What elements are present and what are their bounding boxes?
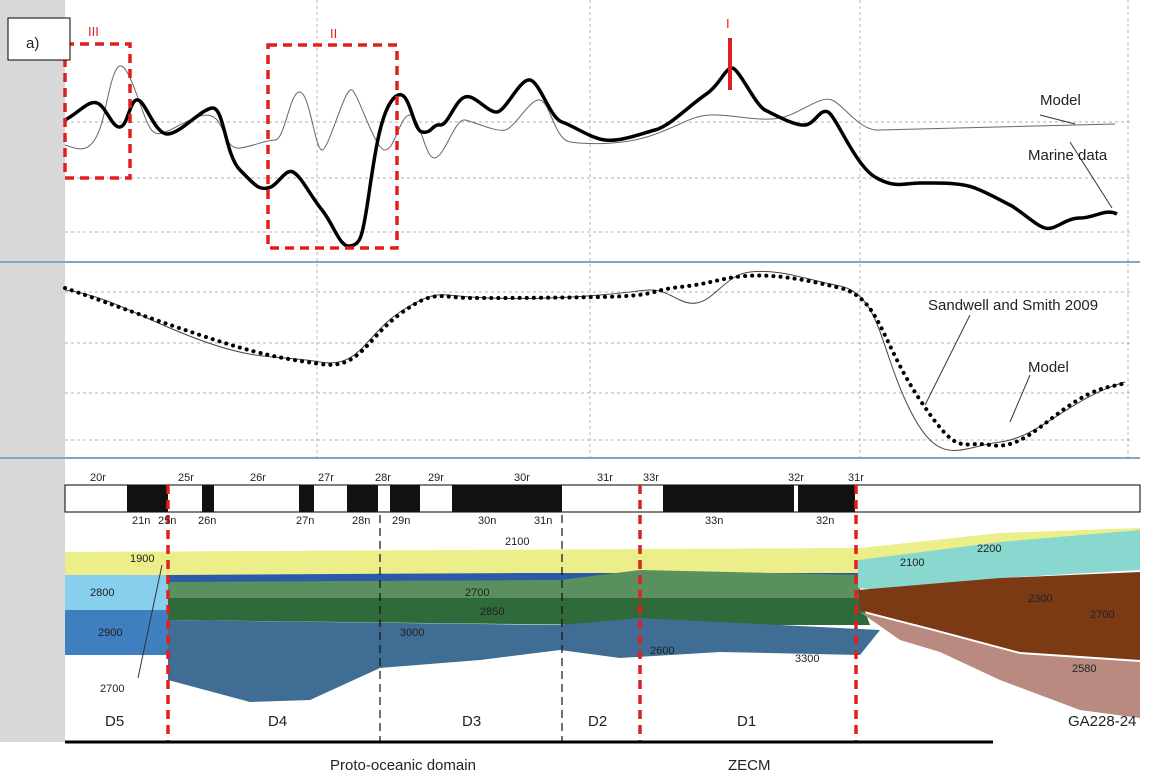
cross-section <box>65 528 1140 718</box>
domain-boundaries <box>166 485 858 742</box>
chron-label: 27r <box>318 472 334 484</box>
domain-label: D2 <box>588 713 607 730</box>
axis-strip <box>0 0 65 742</box>
grid <box>65 0 1130 458</box>
chron-label: 21n <box>132 515 150 527</box>
curve-label: Marine data <box>1028 147 1108 164</box>
gravity-data-curve <box>63 273 1127 448</box>
chron-label: 32n <box>816 515 834 527</box>
chron-label: 31r <box>848 472 864 484</box>
chron-label: 29n <box>392 515 410 527</box>
density-label: 2580 <box>1072 663 1096 675</box>
density-label: 3300 <box>795 653 819 665</box>
chron-label: 30n <box>478 515 496 527</box>
box-label: II <box>330 26 337 41</box>
density-label: 2300 <box>1028 593 1052 605</box>
chron-label: 28n <box>352 515 370 527</box>
chron-label: 33n <box>705 515 723 527</box>
chron-label: 29r <box>428 472 444 484</box>
sub-boundaries <box>379 515 563 742</box>
highlight-boxes <box>63 42 399 250</box>
domain-label: D1 <box>737 713 756 730</box>
leader-lines <box>137 114 1113 679</box>
panel-label: a) <box>26 35 39 52</box>
panel-label-box <box>7 17 71 61</box>
chron-label: 33r <box>643 472 659 484</box>
density-label: 2700 <box>465 587 489 599</box>
bottom-label: Proto-oceanic domain <box>330 757 476 774</box>
domain-label: D5 <box>105 713 124 730</box>
density-label: 1900 <box>130 553 154 565</box>
density-label: 2800 <box>90 587 114 599</box>
density-label: 2100 <box>505 536 529 548</box>
density-label: 2850 <box>480 606 504 618</box>
density-label: 3000 <box>400 627 424 639</box>
chron-label: 28r <box>375 472 391 484</box>
density-label: 2100 <box>900 557 924 569</box>
density-label: 2200 <box>977 543 1001 555</box>
chron-label: 31n <box>534 515 552 527</box>
chron-label: 31r <box>597 472 613 484</box>
magnetic-model-curve <box>64 65 1116 159</box>
chron-label: 25r <box>178 472 194 484</box>
normal-chrons <box>127 485 855 512</box>
curve-label: Model <box>1040 92 1081 109</box>
density-label: 2700 <box>100 683 124 695</box>
chron-bar <box>64 484 1141 513</box>
chron-label: 20r <box>90 472 106 484</box>
profile-label: GA228-24 <box>1068 713 1136 730</box>
box-label: I <box>726 16 730 31</box>
marine-data-curve <box>64 66 1118 248</box>
bottom-label: ZECM <box>728 757 771 774</box>
chron-label: 25n <box>158 515 176 527</box>
chron-label: 26n <box>198 515 216 527</box>
domain-label: D3 <box>462 713 481 730</box>
chron-label: 26r <box>250 472 266 484</box>
density-label: 2600 <box>650 645 674 657</box>
chron-label: 32r <box>788 472 804 484</box>
chron-label: 27n <box>296 515 314 527</box>
box-label: III <box>88 24 99 39</box>
curve-label: Sandwell and Smith 2009 <box>928 297 1098 314</box>
domain-label: D4 <box>268 713 287 730</box>
density-label: 2900 <box>98 627 122 639</box>
curve-label: Model <box>1028 359 1069 376</box>
density-label: 2700 <box>1090 609 1114 621</box>
chron-label: 30r <box>514 472 530 484</box>
